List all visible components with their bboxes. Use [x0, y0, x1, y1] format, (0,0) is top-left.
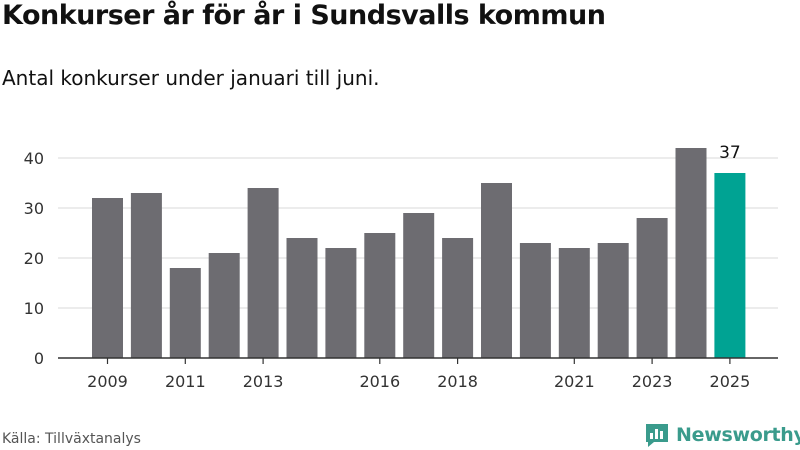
bar — [597, 243, 629, 358]
bar — [675, 148, 707, 358]
brand-name: Newsworthy — [676, 424, 800, 446]
y-tick-label: 20 — [24, 249, 44, 268]
bar — [442, 238, 474, 358]
bar — [286, 238, 318, 358]
data-label: 37 — [719, 143, 741, 163]
bar — [403, 213, 435, 358]
x-tick-label: 2023 — [632, 372, 673, 391]
bar-chart: 0 10 20 30 40 37 2009 2011 2013 2016 2018 2021 2023 2… — [24, 143, 778, 391]
bar — [364, 233, 396, 358]
source-note: Källa: Tillväxtanalys — [2, 431, 141, 447]
bar — [519, 243, 551, 358]
bar — [208, 253, 240, 358]
bar — [247, 188, 279, 358]
bar — [558, 248, 590, 358]
newsworthy-logo: Newsworthy — [644, 421, 800, 449]
x-tick-label: 2013 — [243, 372, 284, 391]
y-tick-label: 30 — [24, 199, 44, 218]
bar — [169, 268, 201, 358]
y-tick-label: 40 — [24, 149, 44, 168]
bar — [130, 193, 162, 358]
x-tick-label: 2021 — [554, 372, 595, 391]
x-tick-label: 2011 — [165, 372, 206, 391]
chart-title: Konkurser år för år i Sundsvalls kommun — [2, 0, 606, 31]
bar — [714, 173, 746, 358]
x-tick-label: 2016 — [359, 372, 400, 391]
bar — [325, 248, 357, 358]
y-tick-label: 0 — [34, 349, 44, 368]
x-tick-label: 2025 — [710, 372, 751, 391]
bar — [636, 218, 668, 358]
newsworthy-logo-icon — [646, 424, 668, 447]
y-tick-label: 10 — [24, 299, 44, 318]
x-tick-label: 2018 — [437, 372, 478, 391]
bar — [92, 198, 123, 358]
x-tick-label: 2009 — [87, 372, 128, 391]
bar — [481, 183, 512, 358]
chart-subtitle: Antal konkurser under januari till juni. — [2, 66, 380, 90]
